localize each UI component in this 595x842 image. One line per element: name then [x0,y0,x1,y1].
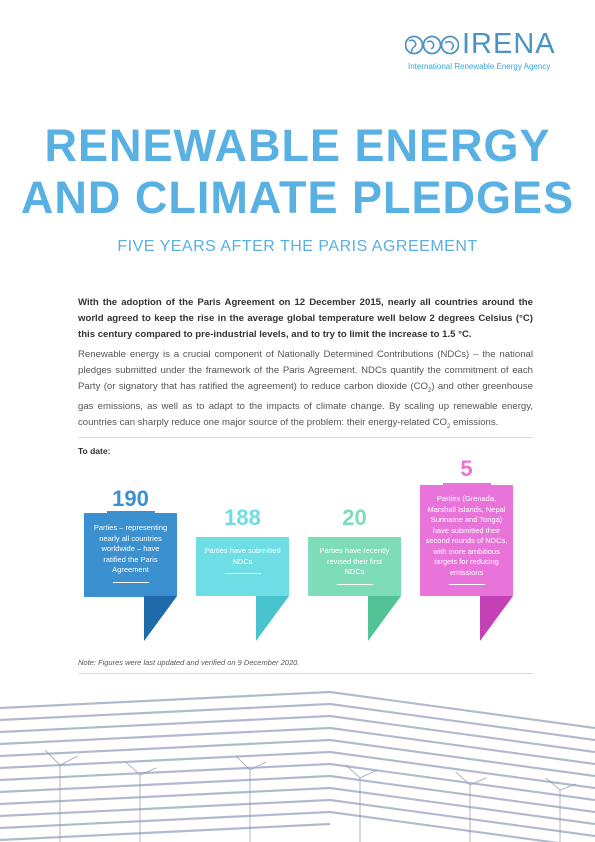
stat-description: Parties have recently revised their firs… [319,546,390,576]
page-subtitle: FIVE YEARS AFTER THE PARIS AGREEMENT [117,238,478,255]
intro-body-paragraph: Renewable energy is a crucial component … [78,347,533,435]
to-date-label: To date: [78,446,111,456]
stat-description: Parties (Grenada, Marshall Islands, Nepa… [425,494,508,577]
body-text-part2: ) and other greenhouse gas emissions, as… [78,381,533,428]
stat-number: 20 [342,505,367,530]
stat-fold [256,596,289,641]
stat-number: 188 [224,505,261,530]
stat-card: Parties (Grenada, Marshall Islands, Nepa… [420,485,513,596]
body-text-part3: emissions. [450,416,499,428]
irena-logo: IRENA International Renewable Energy Age… [405,28,570,75]
logo-tagline: International Renewable Energy Agency [408,62,551,71]
stat-card-rule [224,573,261,574]
co2-subscript: 2 [428,387,432,394]
stat-underline [443,483,491,485]
stat-number: 5 [460,456,473,481]
title-line-1: RENEWABLE ENERGY [44,120,551,171]
stat-number: 190 [112,486,149,511]
title-line-2: AND CLIMATE PLEDGES [20,172,575,223]
footnote: Note: Figures were last updated and veri… [78,658,300,667]
stat-card-rule [336,583,373,585]
stat-card-rule [112,581,149,583]
globe-icon [405,35,459,55]
page-title: RENEWABLE ENERGY AND CLIMATE PLEDGES [0,120,595,224]
stat-card: Parties – representing nearly all countr… [84,513,177,596]
stat-fold [368,596,401,641]
intro-bold-paragraph: With the adoption of the Paris Agreement… [78,297,533,340]
stat-card-rule [448,584,485,585]
decorative-background-illustration [0,690,595,842]
stat-description: Parties – representing nearly all countr… [93,523,168,574]
divider-top [78,437,533,438]
stat-fold [480,596,513,641]
stat-card: Parties have submitted NDCs [196,537,289,596]
co2-subscript: 2 [447,423,451,430]
stat-description: Parties have submitted NDCs [204,546,281,566]
stat-card: Parties have recently revised their firs… [308,537,401,596]
stat-fold [84,596,177,641]
body-text-part1: Renewable energy is a crucial component … [78,349,533,392]
stat-underline [107,511,155,513]
logo-wordmark: IRENA [462,28,556,60]
divider-bottom [78,673,533,674]
